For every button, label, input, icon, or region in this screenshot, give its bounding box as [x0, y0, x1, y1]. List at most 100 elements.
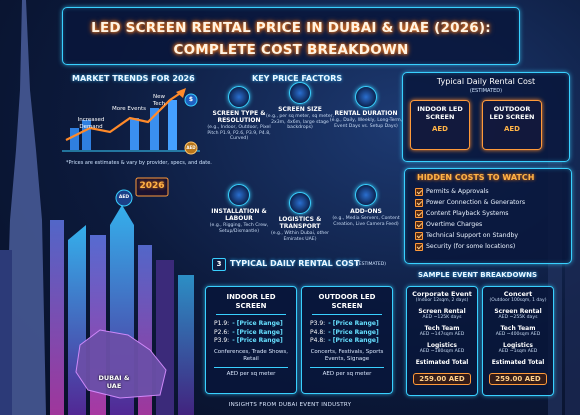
- footer: INSIGHTS FROM DUBAI EVENT INDUSTRY: [228, 402, 352, 408]
- factor-detail: (e.g., Daily, Weekly, Long-Term, Event D…: [329, 118, 403, 129]
- unit: AED per sq meter: [310, 366, 384, 377]
- note: *Prices are estimates & vary by provider…: [66, 160, 212, 166]
- price-range: - [Price Range]: [328, 320, 379, 327]
- factor-title: INSTALLATION & LABOUR: [211, 208, 267, 222]
- card-currency: AED: [503, 125, 520, 133]
- price-row: P3.9: - [Price Range]: [206, 337, 296, 346]
- line-value: AED ~125K days: [422, 315, 462, 320]
- checkbox: [415, 210, 423, 218]
- section-title: KEY PRICE FACTORS: [252, 74, 343, 83]
- hidden-costs-box: HIDDEN COSTS TO WATCH Permits & Approval…: [404, 168, 572, 264]
- factor-detail: (e.g., per sq meter, sq meter, 2x3m, 4x6…: [265, 114, 335, 131]
- checkbox: [415, 221, 423, 229]
- price-row: P3.9: - [Price Range]: [302, 320, 392, 329]
- section-title: Typical Daily Rental Cost: [436, 77, 536, 86]
- factor-detail: (e.g., Within Dubai, other Emirates UAE): [270, 231, 330, 242]
- total-value: 259.00 AED: [489, 373, 547, 385]
- badge-text: AED: [118, 195, 130, 200]
- pitch: P3.9:: [214, 337, 230, 344]
- hidden-cost-item: Content Playback Systems: [415, 209, 525, 220]
- factor-icon: [355, 184, 377, 206]
- building: [0, 250, 12, 415]
- price-range: - [Price Range]: [328, 337, 379, 344]
- line-label: Logistics: [503, 342, 533, 349]
- hidden-cost-text: Content Playback Systems: [426, 210, 509, 217]
- coin: [184, 93, 198, 107]
- line-label: Logistics: [427, 342, 457, 349]
- year-sign-text: 2026: [139, 181, 165, 191]
- year-sign: [135, 177, 169, 197]
- line-value: AED ~147sqm AED: [419, 332, 465, 337]
- hidden-cost-list: Permits & Approvals Power Connection & Ge…: [415, 187, 525, 253]
- total-value: 259.00 AED: [413, 373, 471, 385]
- hidden-cost-text: Power Connection & Generators: [426, 199, 526, 206]
- card-currency: AED: [431, 125, 448, 133]
- price-card: OUTDOOR LED SCREEN P3.9: - [Price Range] P4…: [301, 286, 393, 394]
- subtitle: (ESTIMATED): [469, 88, 503, 94]
- hidden-cost-text: Overtime Charges: [426, 221, 483, 228]
- coin-label: $: [188, 96, 194, 103]
- coin-label: AED: [186, 145, 196, 150]
- line-label: Screen Rental: [418, 308, 466, 315]
- price-range: - [Price Range]: [328, 328, 379, 336]
- card-label: INDOOR LED SCREEN: [417, 105, 463, 121]
- hidden-cost-item: Permits & Approvals: [415, 187, 525, 198]
- checkbox: [415, 188, 423, 196]
- title: LED SCREEN RENTAL PRICE IN DUBAI & UAE (…: [91, 20, 491, 36]
- section-title: TYPICAL DAILY RENTAL COST: [230, 259, 360, 268]
- coin: [184, 141, 198, 155]
- factor-icon: [289, 192, 311, 214]
- subtitle: (ESTIMATED): [357, 262, 386, 267]
- card-label: OUTDOOR LED SCREEN: [489, 105, 535, 121]
- line-value: AED ~1sqm AED: [498, 349, 538, 354]
- pitch: P1.9:: [214, 320, 230, 327]
- hidden-cost-text: Security (for some locations): [426, 243, 516, 250]
- factor: LOGISTICS & TRANSPORT (e.g., Within Dubai…: [263, 192, 337, 242]
- line-value: AED ~400sqm AED: [495, 332, 541, 337]
- trend-label: New Tech: [152, 94, 166, 107]
- price-row: P1.9: - [Price Range]: [206, 320, 296, 329]
- pitch: P4.8:: [310, 337, 326, 344]
- event-card: Concert (Outdoor 100sqm, 1 day) Screen Ren…: [482, 286, 554, 396]
- event-spec: (Outdoor 100sqm, 1 day): [489, 298, 547, 303]
- use-cases: Concerts, Festivals, Sports Events, Sign…: [310, 348, 384, 362]
- map-label: DUBAI & UAE: [98, 374, 130, 390]
- line-label: Tech Team: [500, 325, 536, 332]
- trend-label: Increased Demand: [77, 117, 105, 130]
- line-label: Tech Team: [424, 325, 460, 332]
- price-row: P4.8: - [Price Range]: [302, 329, 392, 338]
- building: [68, 225, 86, 415]
- line-value: AED ~255K days: [498, 315, 538, 320]
- factor-title: LOGISTICS & TRANSPORT: [278, 216, 322, 230]
- badge: [115, 189, 133, 207]
- section-number: 3: [212, 258, 226, 271]
- event-card: Corporate Event (Indoor 12sqm, 2 days) Scr…: [406, 286, 478, 396]
- hidden-cost-item: Security (for some locations): [415, 242, 525, 253]
- factor: SCREEN TYPE & RESOLUTION (e.g., Indoor, O…: [202, 86, 276, 142]
- factor-detail: (e.g., Media Servers, Content Creation, …: [332, 216, 400, 227]
- price-row: P2.6: - [Price Range]: [206, 329, 296, 338]
- hidden-cost-text: Permits & Approvals: [426, 188, 489, 195]
- factor: SCREEN SIZE (e.g., per sq meter, sq meter…: [263, 82, 337, 131]
- pitch: P3.9:: [310, 320, 326, 327]
- building: [178, 275, 194, 415]
- price-range: - [Price Range]: [232, 337, 283, 344]
- section-title: SAMPLE EVENT BREAKDOWNS: [418, 271, 538, 279]
- factor: ADD-ONS (e.g., Media Servers, Content Cre…: [329, 184, 403, 227]
- trend-arrow: [176, 88, 186, 98]
- tower: [4, 0, 46, 415]
- title: COMPLETE COST BREAKDOWN: [173, 42, 409, 58]
- unit: AED per sq meter: [214, 366, 288, 377]
- use-cases: Conferences, Trade Shows, Retail: [213, 348, 289, 362]
- section-title: MARKET TRENDS FOR 2026: [72, 74, 195, 83]
- trend-bar: [150, 108, 159, 150]
- line-label: Screen Rental: [494, 308, 542, 315]
- hidden-cost-text: Technical Support on Standby: [426, 232, 519, 239]
- factor-icon: [228, 184, 250, 206]
- building: [50, 220, 64, 415]
- event-name: Concert: [503, 290, 533, 298]
- section-title: HIDDEN COSTS TO WATCH: [417, 173, 535, 182]
- line-value: AED ~180sqm AED: [419, 349, 465, 354]
